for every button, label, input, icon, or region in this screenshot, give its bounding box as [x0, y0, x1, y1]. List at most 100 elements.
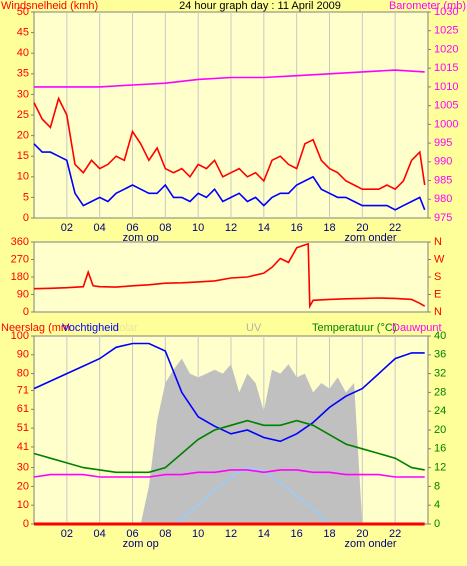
- y2-tick-label: N: [434, 236, 442, 248]
- x-tick-label: 10: [192, 528, 204, 540]
- y-tick-label: 71: [17, 384, 29, 396]
- y-tick-label: 61: [17, 403, 29, 415]
- y2-tick-label: 1025: [434, 25, 458, 37]
- y-tick-label: 10: [17, 499, 29, 511]
- x-tick-label: 22: [389, 222, 401, 234]
- y-tick-label: 90: [17, 349, 29, 361]
- y2-tick-label: 1030: [434, 6, 458, 18]
- legend-label: Vochtigheid: [62, 322, 119, 334]
- y2-tick-label: 995: [434, 137, 452, 149]
- x-tick-label: 14: [258, 528, 270, 540]
- line: [34, 69, 425, 88]
- x-tick-label: 02: [61, 222, 73, 234]
- legend-label: Temperatuur (°C): [312, 322, 396, 334]
- x-tick-label: 12: [225, 528, 237, 540]
- x-tick-label: 10: [192, 222, 204, 234]
- y2-tick-label: E: [434, 288, 441, 300]
- line: [33, 143, 426, 211]
- y-tick-label: 100: [11, 330, 29, 342]
- legend-label: Neerslag (mm: [1, 322, 70, 334]
- y-tick-label: 20: [17, 480, 29, 492]
- x-tick-label: 04: [94, 528, 106, 540]
- annotation: zom onder: [345, 538, 397, 550]
- y2-tick-label: 1005: [434, 100, 458, 112]
- x-tick-label: 02: [61, 528, 73, 540]
- legend-label: UV: [246, 322, 262, 334]
- y-tick-label: 30: [17, 462, 29, 474]
- line: [33, 96, 426, 191]
- y-tick-label: 0: [23, 518, 29, 530]
- y-tick-label: 10: [17, 171, 29, 183]
- y-tick-label: 90: [17, 288, 29, 300]
- x-tick-label: 18: [323, 528, 335, 540]
- y2-tick-label: 16: [434, 443, 446, 455]
- y2-tick-label: 1015: [434, 62, 458, 74]
- y-tick-label: 50: [17, 6, 29, 18]
- y2-tick-label: 36: [434, 349, 446, 361]
- y2-tick-label: 40: [434, 330, 446, 342]
- y2-tick-label: W: [434, 253, 445, 265]
- y2-tick-label: 20: [434, 424, 446, 436]
- y2-tick-label: 4: [434, 499, 440, 511]
- y-tick-label: 80: [17, 368, 29, 380]
- y2-tick-label: 985: [434, 174, 452, 186]
- y2-tick-label: 1010: [434, 81, 458, 93]
- y-tick-label: 30: [17, 88, 29, 100]
- y2-axis-title: Barometer (mb): [389, 0, 466, 12]
- x-tick-label: 20: [356, 528, 368, 540]
- y-axis-title: Windsnelheid (kmh): [1, 0, 98, 12]
- y2-tick-label: N: [434, 306, 442, 318]
- x-tick-label: 06: [126, 528, 138, 540]
- legend-label: Solar: [112, 322, 138, 334]
- y-tick-label: 360: [11, 236, 29, 248]
- line: [33, 419, 425, 474]
- y-tick-label: 5: [23, 191, 29, 203]
- y-tick-label: 35: [17, 68, 29, 80]
- y-tick-label: 270: [11, 253, 29, 265]
- y2-tick-label: 28: [434, 386, 446, 398]
- x-tick-label: 16: [291, 528, 303, 540]
- chart-title: 24 hour graph day : 11 April 2009: [179, 0, 341, 12]
- y-tick-label: 0: [23, 212, 29, 224]
- x-tick-label: 08: [159, 528, 171, 540]
- x-tick-label: 14: [258, 222, 270, 234]
- y-tick-label: 180: [11, 271, 29, 283]
- annotation: zom onder: [345, 232, 397, 244]
- y2-tick-label: 1020: [434, 43, 458, 55]
- x-tick-label: 08: [159, 222, 171, 234]
- y-tick-label: 15: [17, 150, 29, 162]
- x-tick-label: 20: [356, 222, 368, 234]
- y-tick-label: 25: [17, 109, 29, 121]
- line: [33, 469, 425, 478]
- annotation: zom op: [123, 538, 159, 550]
- annotation: zom op: [123, 232, 159, 244]
- y2-tick-label: 990: [434, 156, 452, 168]
- y2-tick-label: 975: [434, 212, 452, 224]
- x-tick-label: 04: [94, 222, 106, 234]
- y2-tick-label: 980: [434, 193, 452, 205]
- line: [34, 466, 425, 525]
- legend-label: Dauwpunt: [392, 322, 442, 334]
- x-tick-label: 12: [225, 222, 237, 234]
- y-tick-label: 45: [17, 27, 29, 39]
- area: [34, 358, 425, 524]
- y-tick-label: 0: [23, 306, 29, 318]
- x-tick-label: 22: [389, 528, 401, 540]
- y2-tick-label: 1000: [434, 118, 458, 130]
- y2-tick-label: S: [434, 271, 441, 283]
- y2-tick-label: 32: [434, 368, 446, 380]
- y2-tick-label: 24: [434, 405, 446, 417]
- x-tick-label: 16: [291, 222, 303, 234]
- y-tick-label: 51: [17, 422, 29, 434]
- x-tick-label: 18: [323, 222, 335, 234]
- y-tick-label: 20: [17, 130, 29, 142]
- y2-tick-label: 0: [434, 518, 440, 530]
- y-tick-label: 41: [17, 441, 29, 453]
- y2-tick-label: 8: [434, 480, 440, 492]
- plot-area: [33, 241, 429, 313]
- x-tick-label: 06: [126, 222, 138, 234]
- line: [33, 242, 426, 310]
- y2-tick-label: 12: [434, 462, 446, 474]
- line: [33, 342, 425, 443]
